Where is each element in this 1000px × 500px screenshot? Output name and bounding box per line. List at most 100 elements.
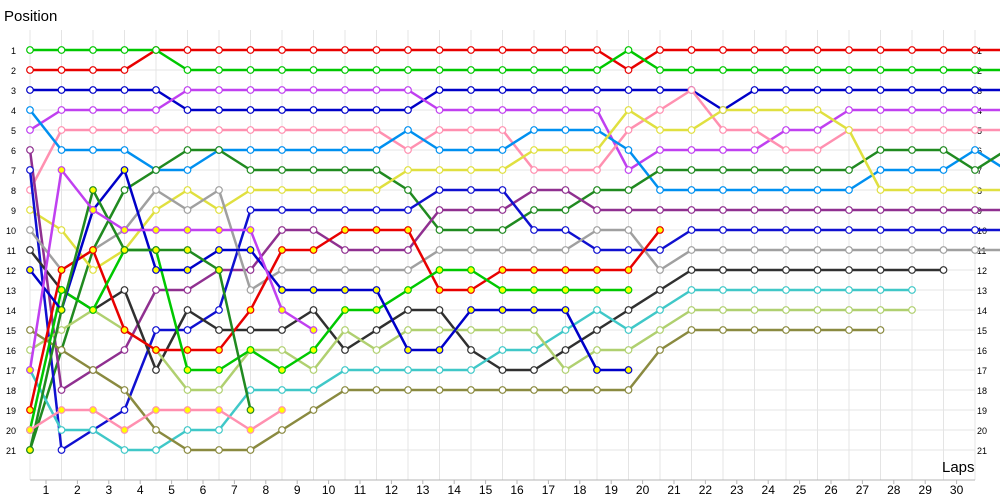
data-point [624,286,633,294]
data-point [876,206,885,214]
data-point [246,126,255,134]
series-group [26,406,286,434]
data-point [467,46,475,54]
y-tick-label-left: 9 [11,206,16,216]
y-tick-label-left: 8 [11,186,16,196]
data-point [561,186,570,194]
data-point [908,286,916,294]
data-point [435,246,444,254]
data-point [467,186,475,194]
data-point [152,266,160,274]
data-point [309,86,318,94]
data-point [372,266,381,274]
data-point [624,126,633,134]
data-point [26,366,34,374]
data-point [278,106,286,114]
data-point [341,286,349,294]
x-tick-label: 29 [919,483,933,497]
data-point [246,426,255,434]
data-point [939,126,948,134]
data-point [498,186,507,194]
data-point [152,366,160,374]
data-point [341,386,349,394]
series-group [26,166,318,374]
data-point [435,266,444,274]
data-point [561,326,570,334]
series-line [30,88,1000,112]
data-point [183,46,192,54]
y-tick-label-left: 20 [6,426,16,436]
data-point [624,366,633,374]
data-point [656,106,664,114]
data-point [152,346,160,354]
data-point [813,106,822,114]
y-tick-label-right: 16 [977,346,987,356]
data-point [782,186,790,194]
data-point [782,226,790,234]
x-tick-label: 28 [887,483,901,497]
data-point [782,106,790,114]
data-point [530,106,538,114]
x-tick-label: 3 [105,483,112,497]
data-point [813,306,822,314]
x-tick-label: 4 [137,483,144,497]
data-point [593,86,601,94]
data-point [561,206,570,214]
data-point [183,446,192,454]
data-point [372,106,381,114]
data-point [498,86,507,94]
data-point [498,266,507,274]
data-point [341,326,349,334]
data-point [372,226,381,234]
x-tick-label: 8 [262,483,269,497]
series-group [26,186,255,454]
data-point [593,46,601,54]
data-point [530,66,538,74]
data-point [498,106,507,114]
data-point [278,146,286,154]
data-point [530,146,538,154]
data-point [183,286,192,294]
data-point [467,346,475,354]
data-point [120,86,129,94]
data-point [782,286,790,294]
data-point [26,246,34,254]
data-point [908,126,916,134]
data-point [624,226,633,234]
data-point [498,206,507,214]
data-point [341,226,349,234]
data-point [656,226,664,234]
data-point [624,106,633,114]
data-point [498,366,507,374]
data-point [215,66,223,74]
data-point [876,66,885,74]
data-point [152,406,160,414]
data-point [561,146,570,154]
data-point [908,206,916,214]
data-point [341,106,349,114]
data-point [26,46,34,54]
data-point [372,306,381,314]
data-point [939,86,948,94]
data-point [26,226,34,234]
data-point [467,306,475,314]
data-point [876,86,885,94]
data-point [89,266,97,274]
data-point [435,306,444,314]
data-point [152,106,160,114]
data-point [309,186,318,194]
data-point [656,326,664,334]
y-tick-label-left: 2 [11,66,16,76]
data-point [215,386,223,394]
data-point [341,66,349,74]
data-point [309,66,318,74]
data-point [246,246,255,254]
data-point [939,106,948,114]
x-tick-label: 19 [605,483,619,497]
data-point [813,46,822,54]
data-point [782,166,790,174]
data-point [530,166,538,174]
data-point [971,246,979,254]
data-point [561,386,570,394]
x-tick-label: 16 [510,483,524,497]
